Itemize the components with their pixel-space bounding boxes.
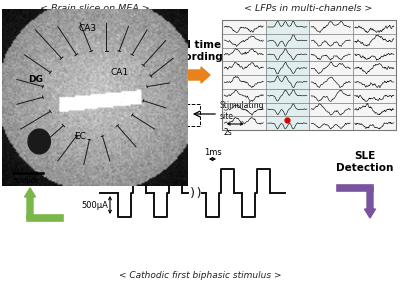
Text: < Brain slice on MEA >: < Brain slice on MEA > (40, 4, 150, 13)
Bar (222, 20, 396, 130)
Text: < LFPs in multi-channels >: < LFPs in multi-channels > (244, 4, 372, 13)
Text: Real time
Recording: Real time Recording (163, 40, 223, 62)
Ellipse shape (28, 129, 50, 154)
Text: DG: DG (28, 75, 43, 84)
Text: 2s: 2s (224, 128, 233, 137)
FancyArrow shape (168, 67, 210, 83)
Text: 500μm: 500μm (13, 178, 38, 184)
Text: CA1: CA1 (110, 68, 128, 77)
Bar (266, 20, 309, 34)
Text: Stimulating
site: Stimulating site (220, 101, 264, 121)
Text: < Cathodic first biphasic stimulus >: < Cathodic first biphasic stimulus > (119, 271, 281, 280)
Text: CA3: CA3 (78, 24, 97, 33)
Text: 7.7ms: 7.7ms (137, 148, 163, 157)
Text: 500μA: 500μA (81, 200, 108, 209)
Bar (266, 89, 309, 103)
FancyArrow shape (364, 188, 376, 218)
Bar (266, 116, 309, 130)
Text: SLE
Detection: SLE Detection (336, 151, 394, 173)
Text: )): )) (189, 187, 204, 200)
Bar (266, 48, 309, 61)
Bar (266, 75, 309, 89)
Bar (266, 34, 309, 48)
FancyArrow shape (24, 188, 36, 218)
Bar (266, 61, 309, 75)
Text: Electrical
Stimulation: Electrical Stimulation (1, 151, 69, 173)
Bar (266, 103, 309, 116)
Text: EC: EC (74, 132, 86, 141)
Text: 1ms: 1ms (204, 148, 221, 157)
